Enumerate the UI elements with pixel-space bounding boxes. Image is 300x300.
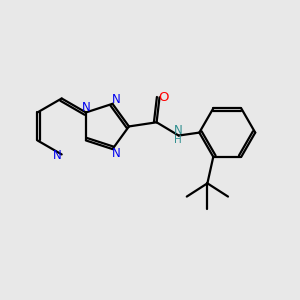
Text: N: N	[174, 124, 183, 137]
Text: O: O	[159, 91, 169, 104]
Text: N: N	[112, 147, 120, 160]
Text: N: N	[82, 101, 90, 114]
Text: N: N	[53, 149, 62, 162]
Text: N: N	[112, 93, 120, 106]
Text: H: H	[174, 135, 182, 145]
